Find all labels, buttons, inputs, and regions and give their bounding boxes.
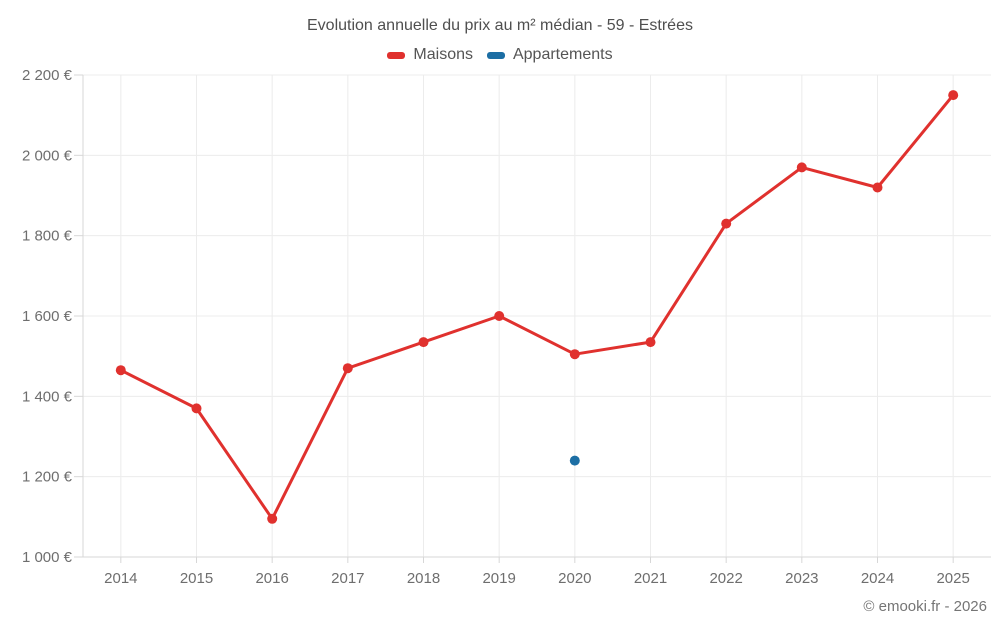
svg-text:2020: 2020 [558,570,591,587]
svg-text:2019: 2019 [482,570,515,587]
svg-text:2022: 2022 [709,570,742,587]
svg-text:2 200 €: 2 200 € [22,67,73,84]
svg-text:2018: 2018 [407,570,440,587]
svg-text:2017: 2017 [331,570,364,587]
chart-title: Evolution annuelle du prix au m² médian … [307,17,693,34]
maisons-swatch-icon [387,51,406,59]
svg-text:1 400 €: 1 400 € [22,388,73,405]
svg-text:2015: 2015 [180,570,213,587]
svg-text:1 000 €: 1 000 € [22,549,73,566]
svg-text:2023: 2023 [785,570,818,587]
legend-item-appartements[interactable]: Appartements [486,46,613,64]
svg-text:2016: 2016 [255,570,288,587]
svg-text:1 600 €: 1 600 € [22,308,73,325]
svg-text:2 000 €: 2 000 € [22,147,73,164]
svg-text:1 800 €: 1 800 € [22,228,73,245]
legend-item-maisons[interactable]: Maisons [387,46,473,64]
svg-text:2024: 2024 [861,570,894,587]
chart-legend: Maisons Appartements [0,44,1000,66]
legend-label-appartements: Appartements [512,46,613,63]
appartements-swatch-icon [486,51,505,59]
svg-text:1 200 €: 1 200 € [22,469,73,486]
svg-text:2021: 2021 [634,570,667,587]
svg-text:2014: 2014 [104,570,137,587]
attribution: © emooki.fr - 2026 [863,598,987,615]
svg-text:2025: 2025 [936,570,969,587]
legend-label-maisons: Maisons [413,46,473,63]
